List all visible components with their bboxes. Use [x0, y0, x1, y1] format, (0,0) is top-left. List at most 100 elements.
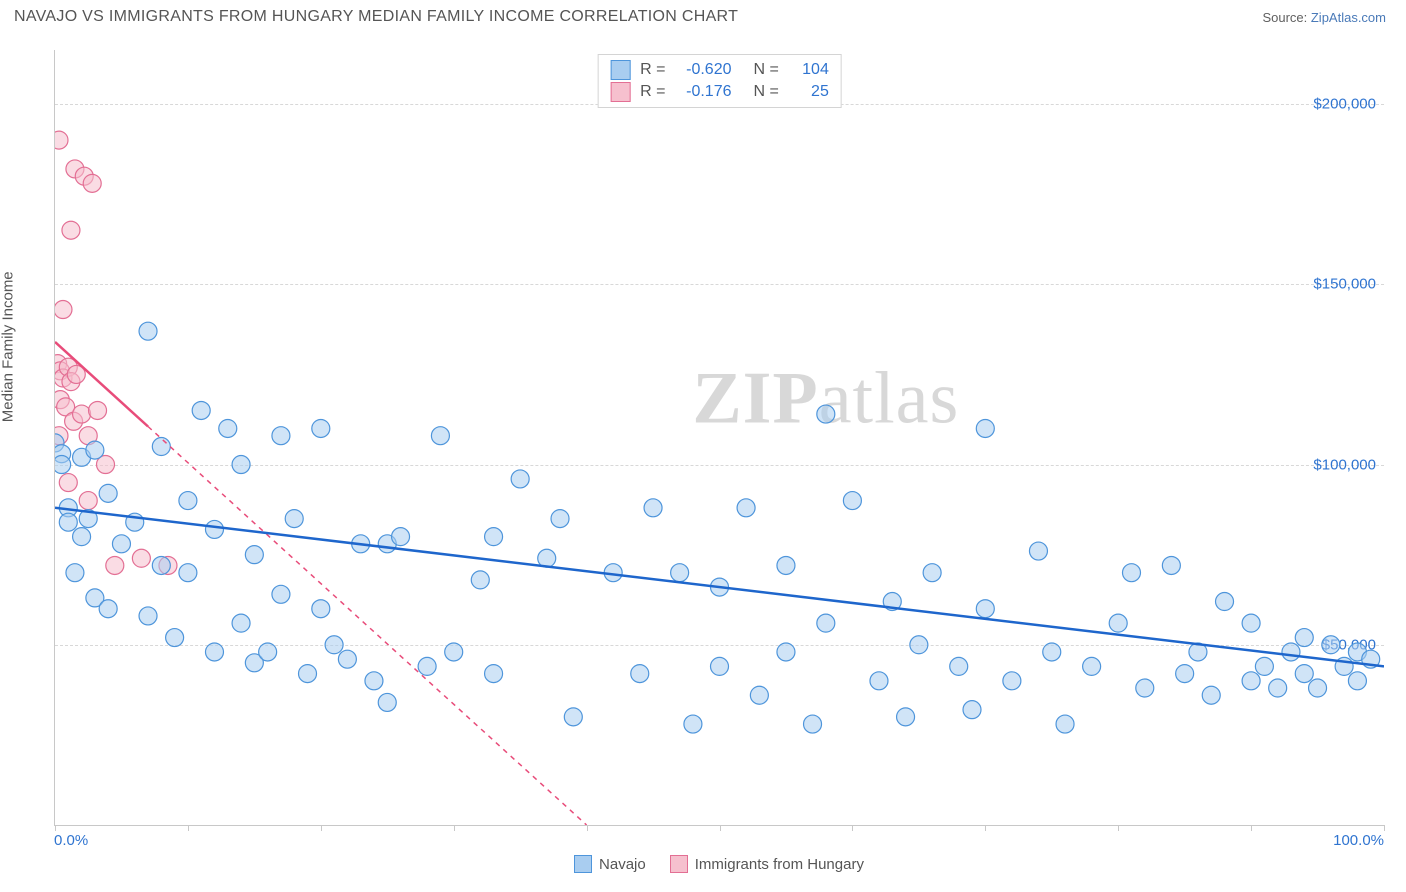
- x-tick: [454, 825, 455, 831]
- point-navajo: [272, 427, 290, 445]
- point-navajo: [445, 643, 463, 661]
- point-navajo: [897, 708, 915, 726]
- point-navajo: [976, 600, 994, 618]
- point-hungary: [62, 221, 80, 239]
- point-navajo: [272, 585, 290, 603]
- point-navajo: [923, 564, 941, 582]
- legend-swatch: [574, 855, 592, 873]
- point-navajo: [511, 470, 529, 488]
- point-navajo: [963, 701, 981, 719]
- x-tick: [587, 825, 588, 831]
- y-axis-label: Median Family Income: [0, 271, 17, 422]
- point-navajo: [843, 492, 861, 510]
- point-navajo: [804, 715, 822, 733]
- point-navajo: [1269, 679, 1287, 697]
- x-tick: [720, 825, 721, 831]
- point-navajo: [1003, 672, 1021, 690]
- point-hungary: [59, 474, 77, 492]
- point-navajo: [1202, 686, 1220, 704]
- point-navajo: [1295, 665, 1313, 683]
- point-navajo: [551, 510, 569, 528]
- point-navajo: [139, 607, 157, 625]
- source-prefix: Source:: [1262, 10, 1310, 25]
- legend-swatch: [670, 855, 688, 873]
- point-navajo: [817, 614, 835, 632]
- point-navajo: [950, 657, 968, 675]
- legend-label: Navajo: [599, 856, 646, 873]
- point-navajo: [684, 715, 702, 733]
- point-navajo: [152, 556, 170, 574]
- point-navajo: [644, 499, 662, 517]
- x-tick: [1384, 825, 1385, 831]
- point-navajo: [910, 636, 928, 654]
- point-navajo: [205, 520, 223, 538]
- point-navajo: [312, 600, 330, 618]
- point-navajo: [711, 657, 729, 675]
- point-hungary: [106, 556, 124, 574]
- legend-stat-row: R = -0.620N = 104: [610, 59, 829, 81]
- point-navajo: [285, 510, 303, 528]
- point-navajo: [152, 438, 170, 456]
- point-navajo: [1043, 643, 1061, 661]
- point-navajo: [299, 665, 317, 683]
- point-navajo: [166, 629, 184, 647]
- chart-container: Median Family Income ZIPatlas R = -0.620…: [14, 44, 1394, 874]
- point-navajo: [392, 528, 410, 546]
- point-navajo: [338, 650, 356, 668]
- r-value: -0.620: [676, 61, 732, 79]
- point-navajo: [418, 657, 436, 675]
- point-navajo: [99, 600, 117, 618]
- point-navajo: [1176, 665, 1194, 683]
- point-navajo: [232, 614, 250, 632]
- point-navajo: [1348, 672, 1366, 690]
- point-navajo: [179, 492, 197, 510]
- point-navajo: [485, 665, 503, 683]
- point-navajo: [259, 643, 277, 661]
- n-label: N =: [754, 61, 779, 79]
- point-navajo: [192, 401, 210, 419]
- point-hungary: [89, 401, 107, 419]
- point-navajo: [365, 672, 383, 690]
- legend-item: Navajo: [574, 855, 646, 873]
- point-navajo: [485, 528, 503, 546]
- scatter-overlay: [55, 50, 1384, 825]
- point-hungary: [83, 174, 101, 192]
- x-tick: [1118, 825, 1119, 831]
- r-label: R =: [640, 61, 665, 79]
- point-navajo: [59, 513, 77, 531]
- point-navajo: [631, 665, 649, 683]
- legend-series: NavajoImmigrants from Hungary: [54, 854, 1384, 874]
- point-navajo: [179, 564, 197, 582]
- point-navajo: [1083, 657, 1101, 675]
- point-navajo: [1029, 542, 1047, 560]
- legend-stat-row: R = -0.176N = 25: [610, 81, 829, 103]
- x-tick: [985, 825, 986, 831]
- x-tick: [55, 825, 56, 831]
- point-navajo: [750, 686, 768, 704]
- point-hungary: [55, 131, 68, 149]
- point-navajo: [325, 636, 343, 654]
- point-navajo: [1322, 636, 1340, 654]
- r-value: -0.176: [676, 83, 732, 101]
- source-link[interactable]: ZipAtlas.com: [1311, 10, 1386, 25]
- point-navajo: [671, 564, 689, 582]
- x-tick: [1251, 825, 1252, 831]
- point-navajo: [55, 456, 71, 474]
- point-navajo: [1056, 715, 1074, 733]
- point-hungary: [55, 301, 72, 319]
- x-axis-max-label: 100.0%: [1333, 832, 1384, 849]
- point-navajo: [1309, 679, 1327, 697]
- point-navajo: [870, 672, 888, 690]
- legend-swatch: [610, 60, 630, 80]
- point-hungary: [79, 492, 97, 510]
- legend-stats: R = -0.620N = 104R = -0.176N = 25: [597, 54, 842, 108]
- n-value: 25: [789, 83, 829, 101]
- x-tick: [852, 825, 853, 831]
- source-attribution: Source: ZipAtlas.com: [1262, 10, 1386, 25]
- r-label: R =: [640, 83, 665, 101]
- point-navajo: [1109, 614, 1127, 632]
- point-navajo: [86, 441, 104, 459]
- plot-area: ZIPatlas R = -0.620N = 104R = -0.176N = …: [54, 50, 1384, 826]
- point-navajo: [245, 546, 263, 564]
- point-navajo: [1122, 564, 1140, 582]
